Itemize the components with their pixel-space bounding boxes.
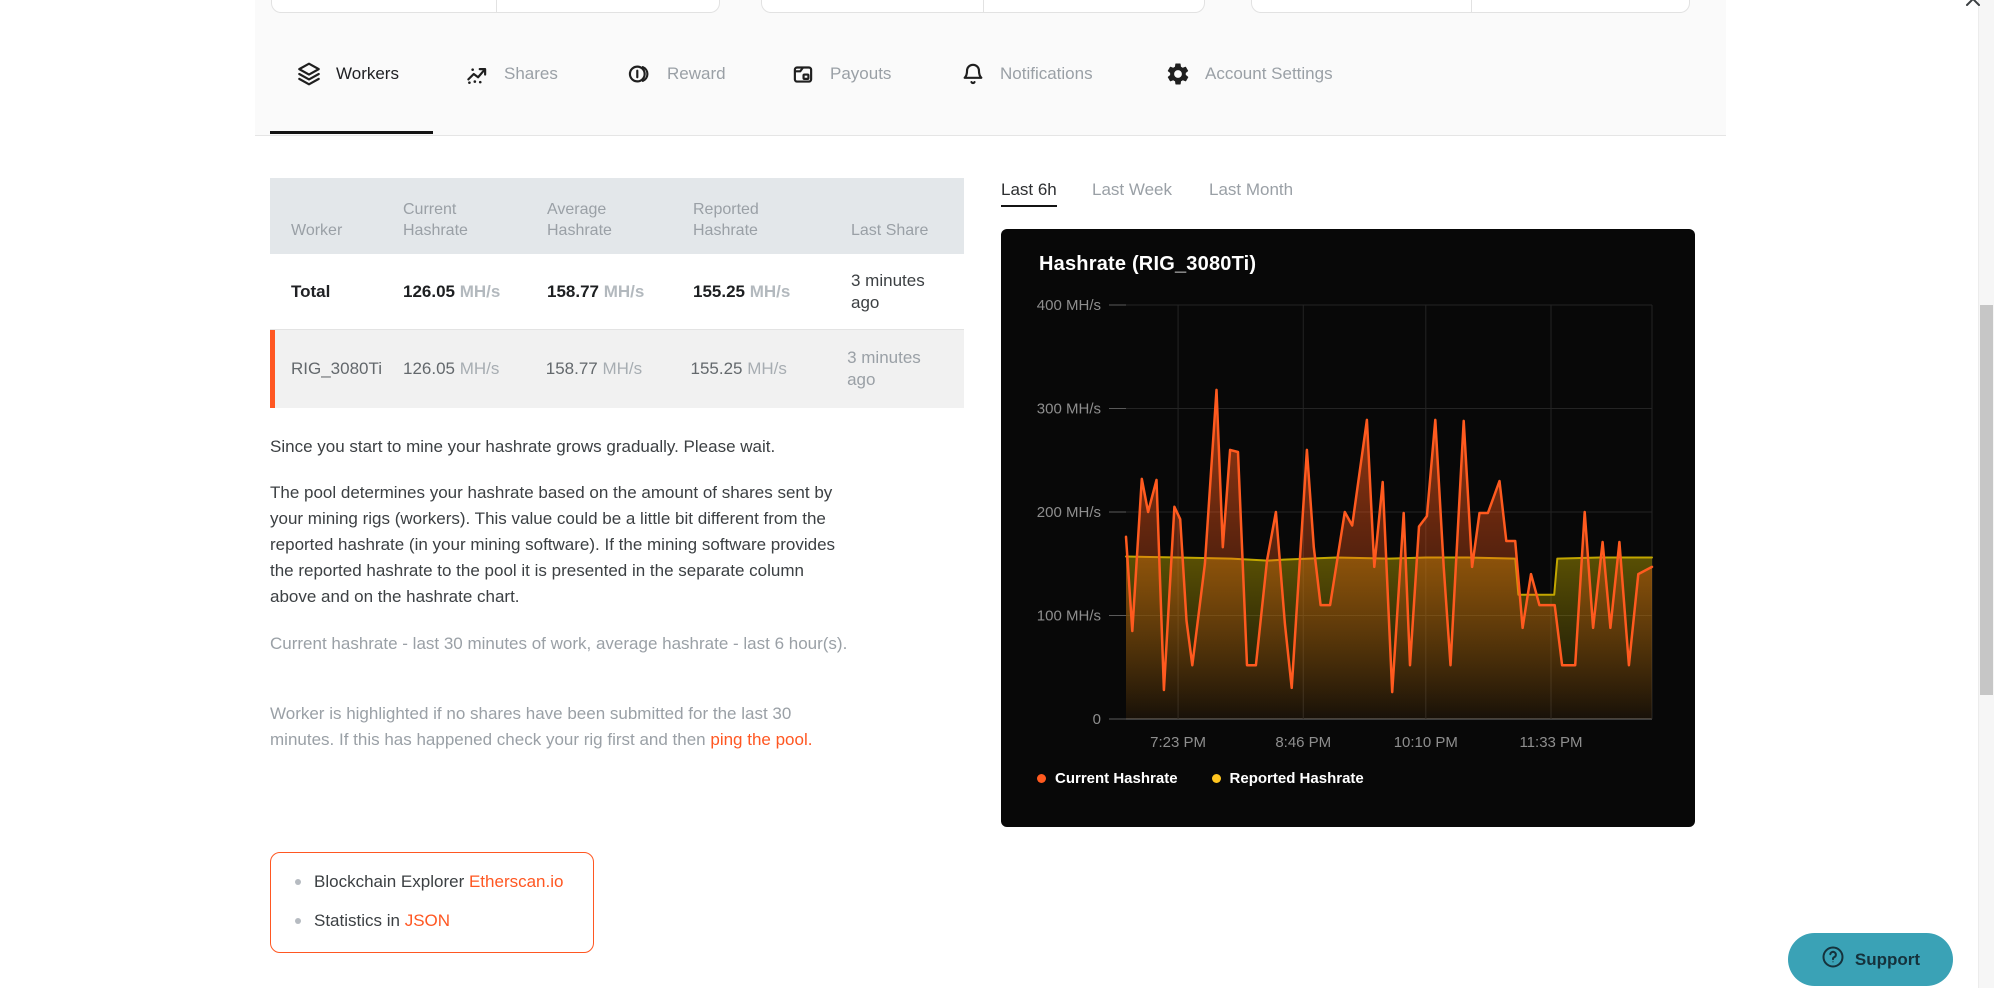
links-box: Blockchain Explorer Etherscan.io Statist… xyxy=(270,852,594,953)
help-question-icon xyxy=(1821,945,1845,974)
table-row-total: Total 126.05 MH/s 158.77 MH/s 155.25 MH/… xyxy=(270,254,964,330)
json-link[interactable]: JSON xyxy=(405,911,450,930)
col-header-worker: Worker xyxy=(270,178,382,254)
svg-text:10:10 PM: 10:10 PM xyxy=(1394,734,1458,751)
tab-label: Shares xyxy=(504,64,558,84)
average-hashrate-value: 158.77 xyxy=(546,359,598,378)
svg-text:8:46 PM: 8:46 PM xyxy=(1275,734,1331,751)
card-divider xyxy=(496,0,497,12)
hashrate-unit: MH/s xyxy=(602,359,642,378)
hashrate-chart-plot[interactable]: 400 MH/s 300 MH/s 200 MH/s 100 MH/s 0 7:23 PM… xyxy=(1001,229,1695,827)
legend-item-reported: Reported Hashrate xyxy=(1212,770,1364,787)
col-header-current-hashrate: Current Hashrate xyxy=(382,178,526,254)
legend-item-current: Current Hashrate xyxy=(1037,770,1178,787)
legend-label: Current Hashrate xyxy=(1055,770,1178,787)
tab-label: Payouts xyxy=(830,64,891,84)
svg-text:7:23 PM: 7:23 PM xyxy=(1150,734,1206,751)
col-header-last-share: Last Share xyxy=(830,178,964,254)
hashrate-chart-panel: Hashrate (RIG_3080Ti) 400 MH/s300 MH/s20… xyxy=(1001,229,1695,827)
tab-shares[interactable]: Shares xyxy=(464,50,558,98)
scrollbar-thumb[interactable] xyxy=(1980,305,1993,695)
legend-dot-reported xyxy=(1212,774,1221,783)
chart-legend: Current Hashrate Reported Hashrate xyxy=(1037,770,1364,787)
active-tab-underline xyxy=(270,131,433,134)
list-item: Blockchain Explorer Etherscan.io xyxy=(295,870,573,894)
wallet-icon xyxy=(790,61,816,87)
stat-card-cut xyxy=(1251,0,1690,13)
support-button[interactable]: Support xyxy=(1788,933,1953,986)
reported-hashrate-value: 155.25 xyxy=(693,282,745,301)
hashrate-unit: MH/s xyxy=(747,359,787,378)
current-hashrate-value: 126.05 xyxy=(403,359,455,378)
ping-the-pool-link[interactable]: ping the pool. xyxy=(710,730,812,749)
hashrate-unit: MH/s xyxy=(750,282,791,301)
svg-text:0: 0 xyxy=(1093,711,1101,728)
hashrate-unit: MH/s xyxy=(460,282,501,301)
tab-workers[interactable]: Workers xyxy=(296,50,399,98)
bell-icon xyxy=(960,61,986,87)
stat-card-cut xyxy=(761,0,1205,13)
legend-label: Reported Hashrate xyxy=(1230,770,1364,787)
svg-text:11:33 PM: 11:33 PM xyxy=(1519,734,1582,751)
reported-hashrate-value: 155.25 xyxy=(690,359,742,378)
tab-label: Account Settings xyxy=(1205,64,1333,84)
note-highlighted-worker: Worker is highlighted if no shares have … xyxy=(270,701,832,753)
bullet-icon xyxy=(295,879,301,885)
range-tab-last-week[interactable]: Last Week xyxy=(1092,180,1172,205)
tab-reward[interactable]: Reward xyxy=(627,50,726,98)
svg-text:400 MH/s: 400 MH/s xyxy=(1037,297,1101,314)
gear-icon xyxy=(1165,61,1191,87)
col-header-reported-hashrate: Reported Hashrate xyxy=(672,178,830,254)
tab-account-settings[interactable]: Account Settings xyxy=(1165,50,1333,98)
range-tab-last-month[interactable]: Last Month xyxy=(1209,180,1293,205)
hashrate-unit: MH/s xyxy=(460,359,500,378)
etherscan-link[interactable]: Etherscan.io xyxy=(469,872,564,891)
chevron-up-icon[interactable] xyxy=(1963,0,1983,14)
explorer-text: Blockchain Explorer xyxy=(314,872,469,891)
last-share-value: 3 minutes ago xyxy=(847,347,946,391)
svg-text:300 MH/s: 300 MH/s xyxy=(1037,401,1101,418)
worker-name: Total xyxy=(291,282,370,302)
svg-text:200 MH/s: 200 MH/s xyxy=(1037,504,1101,521)
range-tab-last-6h[interactable]: Last 6h xyxy=(1001,180,1057,207)
current-hashrate-value: 126.05 xyxy=(403,282,455,301)
worker-name: RIG_3080Ti xyxy=(291,359,375,379)
note-grow-gradually: Since you start to mine your hashrate gr… xyxy=(270,434,848,460)
legend-dot-current xyxy=(1037,774,1046,783)
table-header-row: Worker Current Hashrate Average Hashrate… xyxy=(270,178,964,254)
list-item: Statistics in JSON xyxy=(295,909,573,933)
col-header-average-hashrate: Average Hashrate xyxy=(526,178,672,254)
stat-card-cut xyxy=(271,0,720,13)
tab-notifications[interactable]: Notifications xyxy=(960,50,1093,98)
tab-label: Workers xyxy=(336,64,399,84)
layers-icon xyxy=(296,61,322,87)
card-divider xyxy=(1471,0,1472,12)
bullet-icon xyxy=(295,918,301,924)
note-pool-determines: The pool determines your hashrate based … xyxy=(270,480,848,610)
hashrate-unit: MH/s xyxy=(604,282,645,301)
scatter-icon xyxy=(464,61,490,87)
tab-label: Notifications xyxy=(1000,64,1093,84)
table-row-rig-3080ti[interactable]: RIG_3080Ti 126.05 MH/s 158.77 MH/s 155.2… xyxy=(270,330,964,408)
tab-payouts[interactable]: Payouts xyxy=(790,50,891,98)
average-hashrate-value: 158.77 xyxy=(547,282,599,301)
support-label: Support xyxy=(1855,950,1920,970)
workers-table: Worker Current Hashrate Average Hashrate… xyxy=(270,178,964,408)
coins-icon xyxy=(627,61,653,87)
last-share-value: 3 minutes ago xyxy=(851,270,946,314)
statistics-text: Statistics in xyxy=(314,911,405,930)
note-current-average: Current hashrate - last 30 minutes of wo… xyxy=(270,631,848,657)
card-divider xyxy=(983,0,984,12)
tab-label: Reward xyxy=(667,64,726,84)
svg-text:100 MH/s: 100 MH/s xyxy=(1037,608,1101,625)
